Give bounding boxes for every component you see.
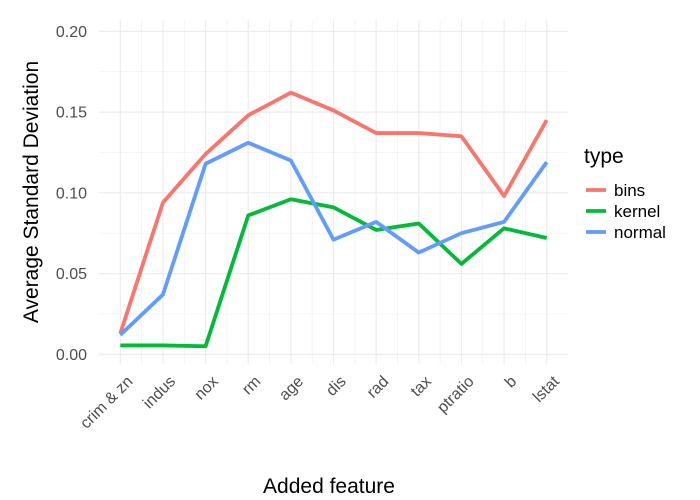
legend-label-normal: normal — [614, 223, 666, 242]
legend-title: type — [584, 145, 624, 168]
series-lines — [118, 90, 549, 349]
x-tick-label: nox — [192, 373, 222, 403]
y-tick-label: 0.00 — [56, 347, 87, 364]
legend-items: bins kernel normal — [586, 181, 666, 242]
y-tick-label: 0.10 — [56, 185, 87, 202]
y-axis-tick-labels: 0.00 0.05 0.10 0.15 0.20 — [56, 24, 87, 364]
series-line-kernel — [120, 197, 548, 349]
series-line-normal — [119, 140, 549, 337]
x-tick-label: b — [502, 373, 520, 391]
x-tick-label: tax — [408, 373, 435, 400]
x-tick-label: crim & zn — [77, 373, 136, 432]
legend: type bins kernel normal — [584, 145, 666, 242]
y-tick-label: 0.05 — [56, 266, 87, 283]
legend-label-kernel: kernel — [614, 202, 660, 221]
x-tick-label: age — [276, 373, 307, 404]
x-axis-title: Added feature — [263, 475, 395, 498]
y-tick-label: 0.15 — [56, 105, 87, 122]
x-tick-label: indus — [140, 373, 179, 412]
x-tick-label: lstat — [530, 373, 563, 406]
x-tick-label: dis — [323, 373, 349, 399]
series-line-bins — [118, 90, 549, 334]
y-tick-label: 0.20 — [56, 24, 87, 41]
x-tick-label: rad — [364, 373, 392, 401]
legend-label-bins: bins — [614, 181, 645, 200]
y-axis-title: Average Standard Deviation — [20, 61, 43, 323]
x-tick-label: ptratio — [434, 373, 478, 417]
x-tick-label: rm — [239, 373, 264, 398]
x-axis-tick-labels: crim & zn indus nox rm age dis rad tax ptratio b l… — [77, 373, 563, 433]
